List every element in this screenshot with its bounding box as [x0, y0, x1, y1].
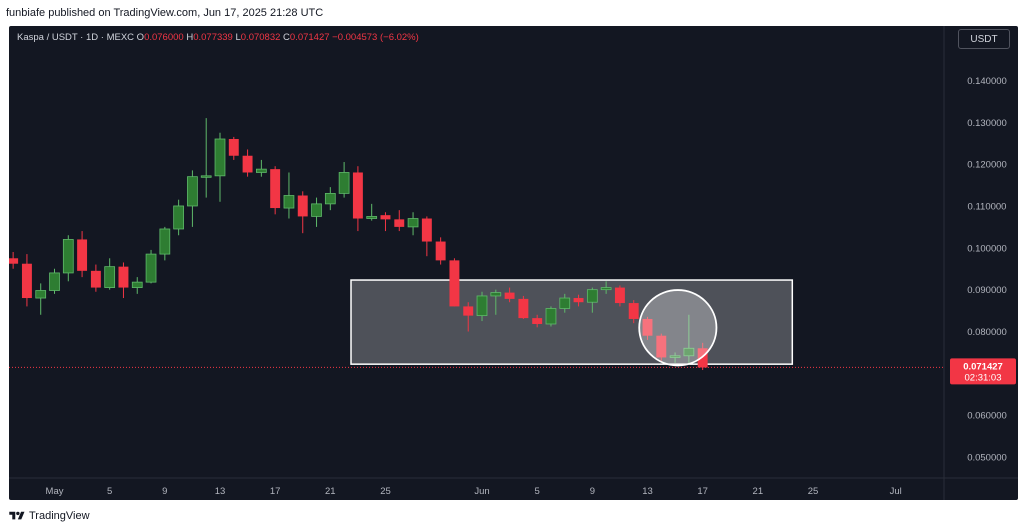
x-tick-label: 5	[107, 486, 112, 497]
low-label: L	[235, 32, 241, 43]
candle-body	[490, 292, 502, 297]
candle-body	[324, 193, 336, 205]
candle-body	[600, 287, 612, 291]
candle-body	[476, 295, 488, 317]
x-tick-label: Jul	[890, 486, 902, 497]
candle-body	[449, 260, 460, 307]
candle-body	[173, 205, 184, 230]
candle-body	[9, 258, 19, 264]
y-tick-label: 0.050000	[967, 453, 1007, 464]
y-tick-label: 0.080000	[967, 327, 1007, 338]
open-label: O	[136, 32, 145, 43]
close-value: 0.071427	[289, 32, 330, 43]
x-tick-label: May	[46, 486, 64, 497]
candle-body	[118, 266, 129, 288]
x-tick-label: 13	[642, 486, 653, 497]
candle-body	[504, 292, 515, 299]
change-value: −0.004573 (−6.02%)	[332, 32, 419, 43]
x-tick-label: 9	[590, 486, 595, 497]
candle-body	[697, 348, 708, 368]
candle-body	[628, 303, 639, 319]
currency-button[interactable]: USDT	[958, 29, 1010, 49]
candle-body	[270, 169, 281, 209]
price-tag-box	[950, 358, 1016, 385]
candle-body	[214, 138, 226, 177]
candle-body	[380, 215, 391, 220]
candle-body	[642, 318, 653, 336]
candle-body	[242, 155, 253, 173]
candle-body	[586, 289, 598, 303]
y-tick-label: 0.060000	[967, 411, 1007, 422]
x-tick-label: 5	[535, 486, 540, 497]
candle-body	[297, 195, 308, 217]
highlight-circle	[638, 289, 718, 367]
x-tick-label: 21	[325, 486, 336, 497]
candle-body	[463, 306, 474, 316]
y-tick-label: 0.090000	[967, 285, 1007, 296]
candle-body	[256, 168, 267, 173]
y-tick-label: 0.130000	[967, 118, 1007, 129]
candle-body	[159, 228, 171, 255]
y-tick-label: 0.100000	[967, 243, 1007, 254]
x-tick-label: 17	[697, 486, 708, 497]
candle-body	[421, 218, 432, 242]
candle-body	[200, 175, 212, 178]
candle-body	[77, 239, 88, 271]
candle-body	[62, 239, 74, 274]
candle-body	[545, 308, 557, 325]
tradingview-logo-icon	[9, 511, 25, 520]
y-tick-label: 0.140000	[967, 76, 1007, 87]
candle-body	[559, 297, 571, 309]
candle-body	[104, 266, 116, 288]
candle-body	[228, 139, 239, 156]
x-tick-label: Jun	[474, 486, 489, 497]
symbol-label[interactable]: Kaspa / USDT · 1D · MEXC	[17, 32, 135, 43]
open-value: 0.076000	[144, 32, 184, 43]
candle-body	[283, 195, 295, 209]
ohlc-legend: Kaspa / USDT · 1D · MEXC O0.076000 H0.07…	[17, 32, 419, 43]
publisher-bar: funbiafe published on TradingView.com, J…	[0, 0, 1024, 26]
x-tick-label: 25	[808, 486, 819, 497]
candlestick-chart[interactable]: 0.1500000.1400000.1300000.1200000.110000…	[9, 26, 1018, 500]
candle-body	[352, 172, 363, 219]
candle-body	[573, 298, 584, 303]
candle-body	[187, 176, 198, 207]
price-tag-countdown: 02:31:03	[965, 372, 1002, 383]
high-label: H	[186, 32, 194, 43]
candle-body	[394, 219, 405, 227]
tradingview-brand: TradingView	[29, 510, 90, 522]
x-tick-label: 13	[215, 486, 226, 497]
x-tick-label: 9	[162, 486, 167, 497]
footer: TradingView	[0, 500, 1024, 532]
y-tick-label: 0.120000	[967, 160, 1007, 171]
y-tick-label: 0.110000	[968, 201, 1007, 212]
high-value: 0.077339	[193, 32, 233, 43]
candle-body	[90, 270, 101, 288]
close-label: C	[283, 32, 290, 43]
support-zone-rectangle	[350, 279, 794, 365]
candle-body	[366, 216, 378, 219]
candle-body	[311, 203, 322, 217]
candle-body	[656, 335, 667, 358]
x-tick-label: 25	[380, 486, 391, 497]
candle-body	[518, 298, 529, 319]
low-value: 0.070832	[240, 32, 281, 43]
price-tag-value: 0.071427	[963, 361, 1003, 372]
candle-body	[338, 172, 350, 194]
candle-body	[35, 290, 47, 299]
candle-body	[49, 272, 60, 291]
candle-body	[683, 347, 695, 357]
candle-body	[145, 253, 157, 283]
candle-body	[532, 318, 543, 324]
candle-body	[669, 355, 681, 358]
candle-body	[614, 287, 625, 304]
chart-panel[interactable]: 0.1500000.1400000.1300000.1200000.110000…	[9, 26, 1018, 500]
candle-body	[435, 241, 446, 261]
x-tick-label: 21	[753, 486, 764, 497]
publisher-text: funbiafe published on TradingView.com, J…	[6, 7, 324, 19]
x-tick-label: 17	[270, 486, 281, 497]
candle-body	[131, 281, 143, 288]
candle-body	[407, 218, 419, 228]
candle-body	[21, 263, 32, 299]
